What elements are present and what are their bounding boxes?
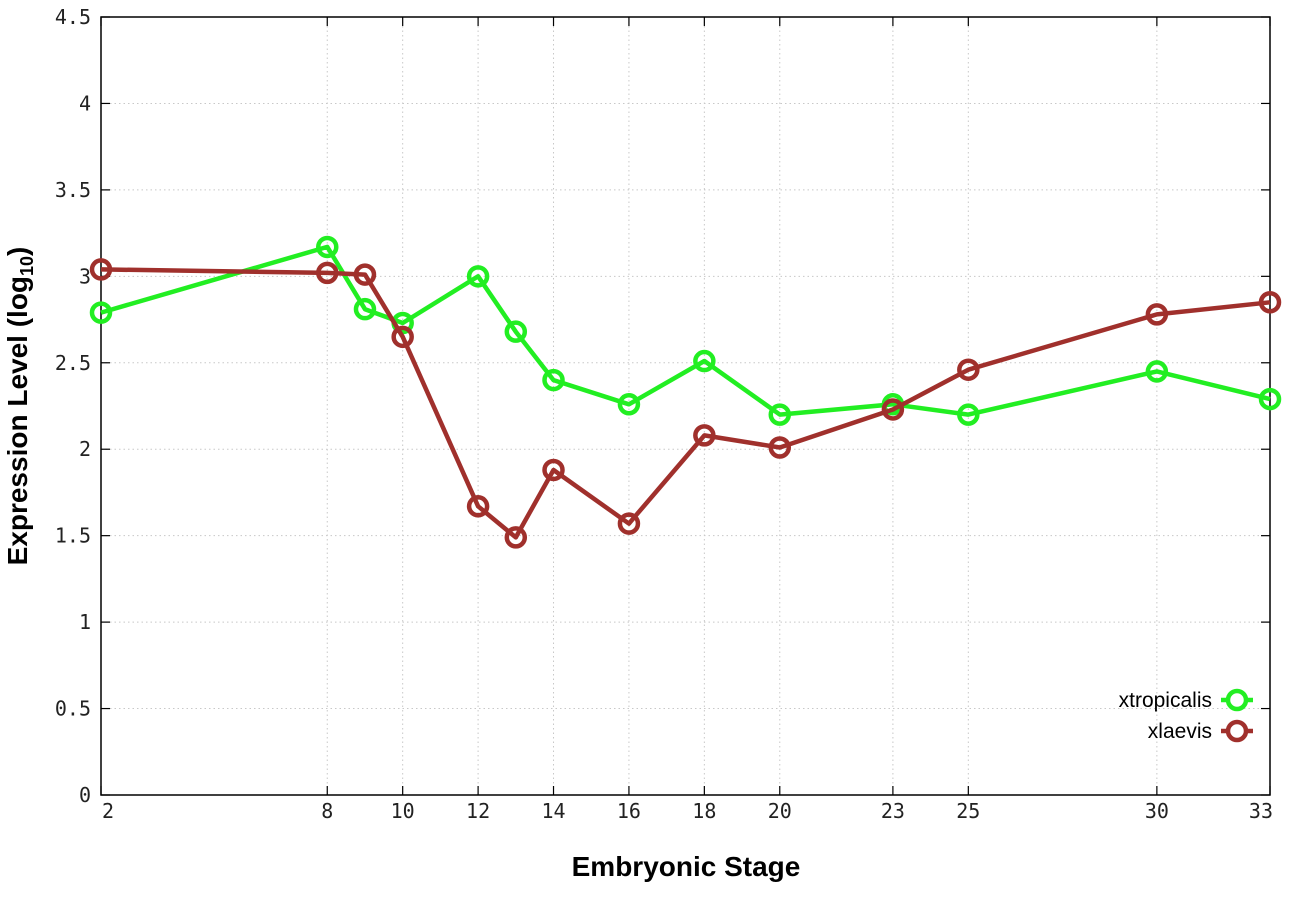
data-point-xlaevis — [881, 398, 905, 421]
data-point-xtropicalis — [466, 265, 490, 288]
data-point-xtropicalis — [542, 368, 565, 392]
data-point-xlaevis — [89, 258, 113, 281]
data-point-xlaevis — [1258, 291, 1282, 314]
plot-frame — [100, 16, 1271, 796]
y-axis-title-main: Expression Level (log — [2, 276, 33, 565]
series-line-xlaevis — [100, 267, 1271, 540]
data-point-xlaevis — [693, 424, 716, 447]
x-tick-label: 18 — [692, 799, 716, 823]
x-tick-label: 14 — [541, 799, 565, 823]
x-tick-label: 20 — [768, 799, 792, 823]
y-tick-label: 0 — [79, 783, 91, 807]
x-tick-label: 10 — [391, 799, 415, 823]
y-tick-label: 1.5 — [55, 524, 91, 548]
y-axis-title: Expression Level (log10) — [2, 247, 37, 566]
data-point-xlaevis — [542, 458, 565, 482]
data-point-xtropicalis — [617, 393, 641, 416]
x-tick-label: 25 — [956, 799, 980, 823]
y-tick-label: 3.5 — [55, 178, 91, 202]
data-point-xlaevis — [1145, 303, 1169, 326]
data-point-xtropicalis — [353, 297, 377, 321]
y-tick-label: 2.5 — [55, 351, 91, 375]
x-tick-label: 23 — [881, 799, 905, 823]
y-tick-label: 4 — [79, 91, 91, 115]
series-line-xtropicalis — [100, 244, 1271, 417]
data-point-xlaevis — [466, 495, 490, 518]
grid-lines — [101, 17, 1270, 795]
legend: xtropicalis xlaevis — [1119, 688, 1253, 743]
x-tick-label: 16 — [617, 799, 641, 823]
legend-label-xtropicalis: xtropicalis — [1119, 689, 1212, 712]
y-tick-label: 4.5 — [55, 5, 91, 29]
y-tick-label: 2 — [79, 437, 91, 461]
x-tick-label: 8 — [321, 799, 333, 823]
data-point-xtropicalis — [1145, 360, 1169, 383]
x-tick-label: 33 — [1249, 799, 1273, 823]
data-point-xtropicalis — [693, 349, 716, 373]
x-tick-label: 2 — [102, 799, 114, 823]
data-point-xtropicalis — [1258, 387, 1282, 411]
series-xlaevis — [89, 258, 1282, 549]
series-layer — [89, 235, 1282, 549]
data-point-xlaevis — [316, 261, 339, 285]
data-point-xtropicalis — [957, 403, 980, 426]
data-point-xtropicalis — [89, 301, 113, 324]
data-point-xlaevis — [504, 526, 528, 549]
data-point-xlaevis — [391, 325, 414, 349]
legend-label-xlaevis: xlaevis — [1148, 720, 1212, 743]
axis-ticks: 0 0.5 1 1.5 2 2.5 3 3.5 4 4.5 2 8 10 12 14 16 18 20 23 25 30… — [55, 5, 1273, 823]
data-point-xlaevis — [768, 436, 792, 459]
y-axis-title-close: ) — [2, 247, 33, 256]
legend-marker-xlaevis — [1225, 719, 1249, 743]
data-point-xlaevis — [957, 358, 980, 381]
y-tick-label: 3 — [79, 264, 91, 288]
data-point-xtropicalis — [768, 403, 792, 426]
y-axis-title-subscript: 10 — [17, 256, 37, 276]
y-tick-label: 0.5 — [55, 697, 91, 721]
data-point-xlaevis — [353, 263, 377, 286]
y-tick-label: 1 — [79, 610, 91, 634]
legend-marker-xtropicalis — [1225, 688, 1249, 712]
x-tick-label: 30 — [1145, 799, 1169, 823]
data-point-xlaevis — [617, 512, 641, 535]
x-tick-label: 12 — [466, 799, 490, 823]
x-axis-title: Embryonic Stage — [572, 851, 801, 882]
data-point-xtropicalis — [504, 320, 528, 343]
data-point-xtropicalis — [316, 235, 339, 259]
